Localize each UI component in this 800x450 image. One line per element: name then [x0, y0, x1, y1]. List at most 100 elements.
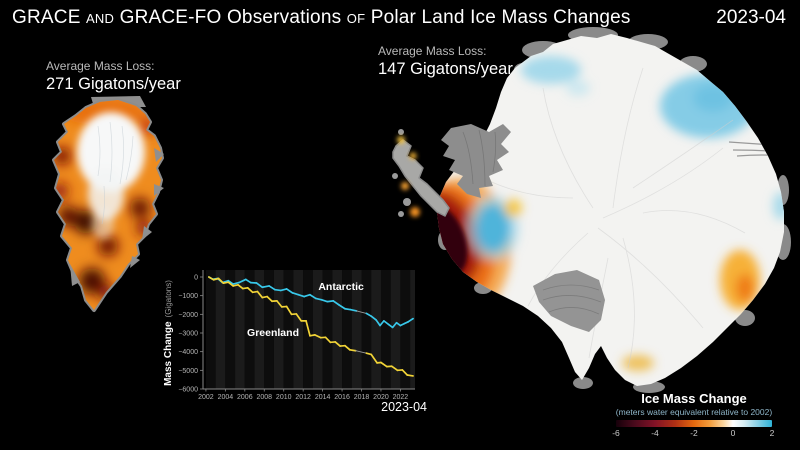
year-band — [293, 270, 304, 389]
series-segment — [295, 313, 303, 322]
title-seg-and: and — [86, 7, 115, 28]
series-segment — [390, 365, 399, 372]
peninsula-loss-spots — [397, 136, 420, 217]
year-band — [283, 270, 294, 389]
colorbar-title: Ice Mass Change — [641, 391, 747, 406]
series-segment — [274, 288, 282, 292]
series-segment — [379, 320, 385, 327]
series-segment — [380, 361, 388, 368]
colorbar-gradient — [616, 420, 772, 427]
year-band — [361, 270, 372, 389]
series-segment — [334, 341, 341, 347]
year-band — [235, 270, 245, 389]
greenland-stat-label: Average Mass Loss: — [46, 59, 155, 73]
y-tick-label: −5000 — [178, 368, 198, 375]
antarctica-stat: Average Mass Loss: 147 Gigatons/year — [378, 44, 513, 79]
year-band — [342, 270, 352, 389]
series-segment — [227, 281, 234, 287]
x-tick-label: 2002 — [198, 394, 214, 401]
year-band — [351, 270, 362, 389]
series-segment — [365, 312, 373, 318]
colorbar-tick-label: -6 — [612, 428, 620, 438]
series-segment — [320, 298, 329, 303]
x-tick-label: 2016 — [334, 394, 350, 401]
queen-maud-gain-region — [521, 56, 581, 84]
series-segment — [232, 281, 240, 285]
amundsen-loss-region — [437, 205, 468, 275]
x-tick-label: 2012 — [295, 394, 311, 401]
series-segment — [261, 285, 270, 289]
series-segment — [217, 277, 225, 285]
series-segment — [383, 320, 390, 326]
x-tick-label: 2010 — [276, 394, 292, 401]
series-segment — [401, 369, 409, 376]
antarctica-stat-label: Average Mass Loss: — [378, 44, 487, 58]
chart-date-annotation: 2023-04 — [381, 400, 427, 414]
y-axis-title: Mass Change (Gigatons) — [163, 280, 174, 386]
series-segment — [291, 292, 300, 296]
title-seg-2: GRACE-FO Observations — [114, 7, 347, 28]
greenland-stat-value: 271 Gigatons/year — [46, 74, 181, 93]
y-tick-label: −6000 — [178, 387, 198, 394]
mass-change-chart: 0 −1000 −2000 −3000 −4000 −5000 −6000 2002 2004 2… — [158, 256, 433, 422]
year-band — [215, 270, 226, 389]
x-tick-label: 2020 — [373, 394, 389, 401]
year-band — [332, 270, 343, 389]
greenland-stat: Average Mass Loss: 271 Gigatons/year — [46, 59, 181, 94]
title-seg-of: of — [346, 7, 366, 28]
colorbar-tick-label: 0 — [730, 428, 736, 438]
year-band — [312, 270, 323, 389]
series-segment — [207, 276, 215, 281]
greenland-east-coast-fringe — [70, 148, 164, 286]
series-label: Greenland — [247, 327, 299, 339]
year-band — [371, 270, 381, 389]
series-segment — [305, 320, 311, 337]
series-segment — [297, 293, 305, 298]
series-segment — [344, 307, 352, 311]
series-segment — [370, 353, 378, 364]
x-tick-label: 2018 — [354, 394, 370, 401]
antarctica-map — [392, 27, 791, 393]
y-tick-label: −1000 — [178, 293, 198, 300]
series-segment — [237, 283, 244, 290]
x-tick-label: 2022 — [393, 394, 409, 401]
series-segment — [326, 300, 335, 303]
series-segment — [332, 300, 340, 306]
x-tick-label: 2008 — [256, 394, 272, 401]
year-band — [322, 270, 333, 389]
series-segment — [314, 297, 323, 301]
current-date-label: 2023-04 — [716, 7, 786, 28]
page-title: GRACE and GRACE-FO Observations of Polar… — [12, 7, 631, 29]
series-segment — [276, 300, 283, 308]
year-band — [273, 270, 284, 389]
year-band — [410, 270, 415, 389]
series-segment — [246, 286, 254, 294]
antarctic-flow-lines — [482, 67, 746, 369]
x-tick-label: 2006 — [237, 394, 253, 401]
ronne-ice-shelf — [441, 124, 511, 198]
series-segment — [256, 290, 264, 299]
greenland-map — [52, 96, 164, 312]
colorbar-tick-label: -4 — [651, 428, 659, 438]
mission-gap-segment — [356, 310, 367, 314]
series-segment — [285, 288, 294, 294]
series-segment — [268, 285, 276, 291]
series-segment — [285, 305, 293, 316]
series-segment — [370, 315, 377, 321]
series-segment — [313, 334, 322, 339]
title-seg-1: GRACE — [12, 7, 87, 28]
series-segment — [266, 295, 273, 303]
year-band — [390, 270, 401, 389]
series-label: Antarctic — [318, 281, 364, 293]
series-segment — [238, 278, 247, 284]
year-band — [264, 270, 274, 389]
series-segment — [227, 279, 234, 285]
greenland-flow-lines — [97, 121, 134, 225]
y-tick-label: −4000 — [178, 349, 198, 356]
series-segment — [244, 278, 252, 284]
series-segment — [338, 304, 346, 310]
x-tick-label: 2014 — [315, 394, 331, 401]
year-band — [254, 270, 265, 389]
